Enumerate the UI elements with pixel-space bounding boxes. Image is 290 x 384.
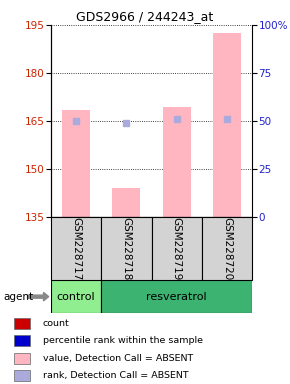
Bar	[113, 188, 140, 217]
Text: GSM228720: GSM228720	[222, 217, 232, 280]
Text: resveratrol: resveratrol	[146, 291, 207, 302]
Text: GSM228719: GSM228719	[172, 217, 182, 280]
Text: count: count	[43, 319, 70, 328]
Text: agent: agent	[3, 291, 33, 302]
Text: rank, Detection Call = ABSENT: rank, Detection Call = ABSENT	[43, 371, 188, 380]
Bar	[14, 353, 30, 364]
Text: percentile rank within the sample: percentile rank within the sample	[43, 336, 203, 345]
Text: control: control	[57, 291, 95, 302]
Bar	[163, 107, 191, 217]
Bar	[51, 217, 101, 280]
Bar	[51, 280, 101, 313]
Bar	[14, 335, 30, 346]
Bar	[14, 318, 30, 329]
Text: GDS2966 / 244243_at: GDS2966 / 244243_at	[76, 10, 214, 23]
Bar	[151, 217, 202, 280]
Bar	[14, 370, 30, 381]
Bar	[213, 33, 241, 217]
Text: value, Detection Call = ABSENT: value, Detection Call = ABSENT	[43, 354, 193, 362]
Text: GSM228718: GSM228718	[121, 217, 131, 280]
Text: GSM228717: GSM228717	[71, 217, 81, 280]
Bar	[101, 280, 252, 313]
Bar	[202, 217, 252, 280]
Bar	[101, 217, 151, 280]
Bar	[62, 110, 90, 217]
